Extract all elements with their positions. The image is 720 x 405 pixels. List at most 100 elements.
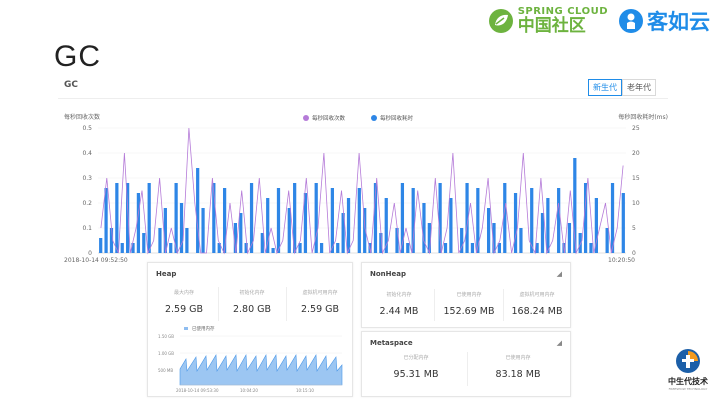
gc-time-bar: [276, 188, 281, 253]
gc-time-bar: [287, 208, 291, 253]
gc-time-bar: [621, 193, 625, 253]
gc-time-bar: [476, 188, 480, 253]
y-tick-label: 0.1: [82, 225, 92, 232]
metric-label: 初始化内存: [386, 292, 412, 298]
heap-usage-area: [179, 353, 343, 386]
spring-cloud-logo: SPRING CLOUD 中国社区: [488, 7, 608, 35]
gc-time-bar: [384, 198, 388, 253]
gc-time-bar: [406, 243, 410, 253]
gc-time-bar: [535, 243, 539, 253]
metaspace-metric-allocated: 已分配内存 95.31 MB: [366, 354, 466, 380]
nonheap-metric-used: 已使用内存 152.69 MB: [436, 291, 502, 317]
gc-time-bar: [363, 208, 367, 253]
footer-name: 中生代技术: [668, 377, 708, 386]
y-tick-label: 0.2: [82, 200, 92, 207]
heap-xtick: 10:04:20: [240, 388, 258, 393]
gc-time-bar: [368, 243, 372, 253]
y-tick-label: 0.4: [82, 150, 92, 157]
gc-chart: 每秒回收次数 每秒回收耗时(ms) 每秒回收次数 每秒回收耗时 0.5 0.4 0.3 0.2…: [64, 113, 668, 264]
gc-time-bar: [497, 243, 502, 253]
gc-time-bar: [266, 198, 270, 253]
chart-toggle-icon[interactable]: ◢: [556, 270, 562, 278]
gc-time-bar: [589, 243, 593, 253]
y2-tick-label: 25: [632, 125, 640, 132]
chart-toggle-icon[interactable]: ◢: [556, 339, 562, 347]
gc-time-bar: [293, 183, 297, 253]
gc-time-bar: [465, 183, 469, 253]
krc-name: 客如云: [647, 10, 710, 34]
gc-time-bar: [120, 243, 124, 253]
y2-tick-label: 0: [632, 250, 636, 257]
gc-time-bar: [460, 228, 464, 253]
y2-tick-label: 20: [632, 150, 640, 157]
gc-time-bar: [179, 203, 184, 253]
y2-tick-label: 5: [632, 225, 636, 232]
gc-time-bar: [610, 183, 615, 253]
gc-time-bar: [411, 188, 415, 253]
x-tick-label: 2018-10-14 09:52:50: [64, 257, 128, 264]
gc-time-bar: [578, 233, 582, 253]
gc-time-bar: [546, 198, 550, 253]
y-tick-label: 0: [88, 250, 92, 257]
metric-label: 已分配内存: [403, 355, 429, 361]
heap-xtick: 10:15:10: [296, 388, 314, 393]
gc-time-bar: [513, 193, 518, 253]
gc-time-bar: [319, 243, 324, 253]
gc-time-bar: [530, 188, 534, 253]
krc-logo: 客如云: [618, 6, 710, 36]
gc-time-bar: [503, 183, 507, 253]
gc-time-bar: [131, 243, 135, 253]
gc-time-bar: [222, 188, 227, 253]
metric-label: 已使用内存: [456, 292, 482, 298]
nonheap-metric-available: 虚拟机可用内存 168.24 MB: [504, 291, 570, 317]
gc-time-bar: [583, 183, 588, 253]
metric-label: 最大内存: [173, 290, 194, 296]
footer-logo: 中生代技术 FREESHOW TECHNOLOGY: [668, 348, 708, 391]
gc-dashboard: GC 新生代 老年代 每秒回收次数 每秒回收耗时(ms) 每秒回收次数 每秒回收耗时 0…: [58, 76, 668, 405]
krc-person-icon: [619, 9, 643, 33]
heap-title: Heap: [156, 270, 177, 278]
generation-toggle: 新生代 老年代: [588, 79, 656, 96]
gc-time-bar: [303, 193, 308, 253]
metric-label: 虚拟机可用内存: [302, 290, 338, 296]
gc-time-bar: [196, 168, 200, 253]
gc-time-bar: [99, 238, 103, 253]
y-tick-label: 0.3: [82, 175, 92, 182]
slide-title: GC: [54, 40, 101, 73]
heap-usage-chart: 已使用内存 1.50 GB 1.00 GB 500 MB 2018-10-14 …: [158, 325, 343, 393]
gc-count-line: [100, 127, 624, 255]
gc-time-bar: [557, 188, 561, 253]
divider: [434, 289, 435, 321]
gc-time-bar: [271, 248, 275, 253]
spring-cloud-title: SPRING CLOUD: [517, 6, 608, 17]
gc-time-bar: [217, 243, 221, 253]
heap-ytick: 1.50 GB: [158, 334, 174, 339]
gc-time-bar: [169, 243, 173, 253]
legend-marker: [303, 115, 309, 121]
gc-time-bar: [330, 188, 334, 253]
gc-time-bar: [233, 223, 238, 253]
divider: [467, 352, 468, 386]
metric-label: 初始化内存: [239, 290, 265, 296]
gc-time-bar: [147, 183, 151, 253]
tab-young-gen[interactable]: 新生代: [588, 79, 622, 96]
nonheap-title: NonHeap: [370, 270, 406, 278]
gc-time-bar: [201, 208, 205, 253]
metric-value: 152.69 MB: [443, 306, 495, 317]
gc-time-bar: [573, 158, 577, 253]
metric-label: 已使用内存: [505, 355, 531, 361]
metaspace-metric-used: 已使用内存 83.18 MB: [468, 354, 568, 380]
gc-time-bar: [519, 228, 523, 253]
tab-old-gen[interactable]: 老年代: [622, 79, 656, 96]
heap-metric-init: 初始化内存 2.80 GB: [220, 289, 284, 315]
gc-time-bar: [314, 183, 318, 253]
gc-time-bar: [492, 223, 496, 253]
legend-label: 每秒回收耗时: [380, 114, 414, 122]
gc-time-bar: [449, 198, 453, 253]
gc-time-bar: [470, 243, 475, 253]
gc-time-bar: [244, 243, 248, 253]
heap-metric-available: 虚拟机可用内存 2.59 GB: [288, 289, 352, 315]
y-axis-title: 每秒回收次数: [64, 113, 100, 121]
metric-value: 168.24 MB: [511, 306, 563, 317]
gc-time-bar: [104, 188, 108, 253]
